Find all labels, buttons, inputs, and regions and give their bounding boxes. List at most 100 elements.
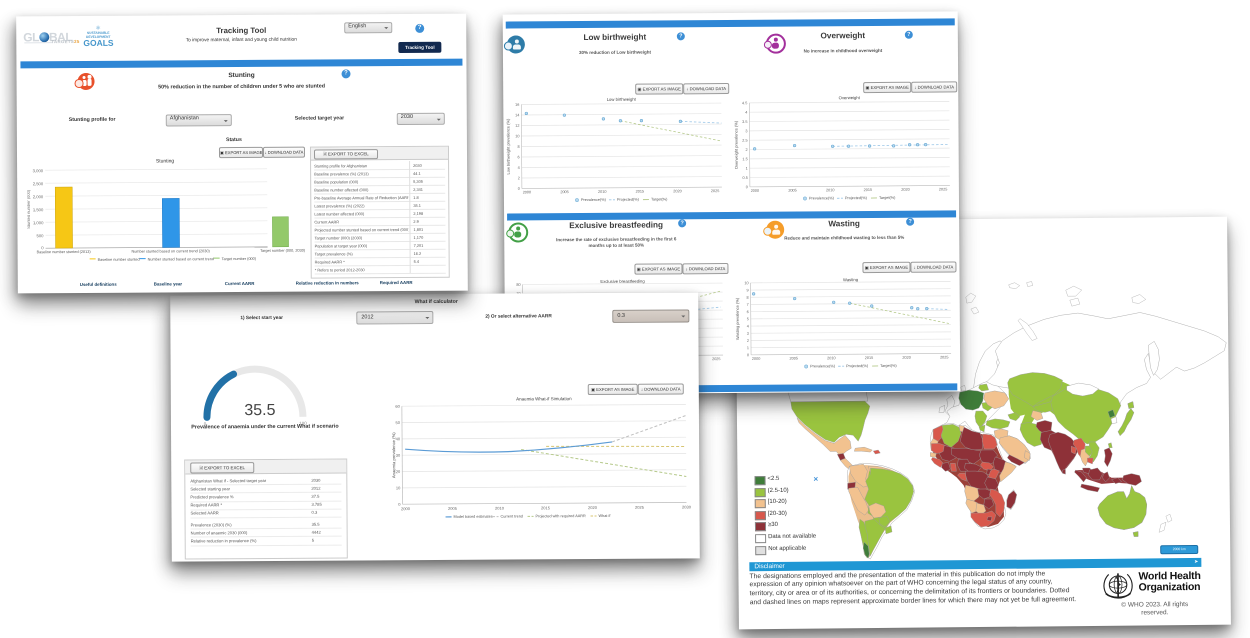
svg-text:0.5: 0.5 [743, 176, 748, 180]
svg-text:2010: 2010 [495, 506, 505, 511]
svg-text:Current trend: Current trend [501, 514, 523, 518]
svg-text:2: 2 [518, 176, 520, 180]
svg-text:3: 3 [745, 129, 747, 133]
svg-text:4: 4 [518, 166, 520, 170]
svg-text:1: 1 [747, 346, 749, 350]
svg-text:0: 0 [747, 353, 749, 357]
svg-text:2000: 2000 [401, 506, 411, 511]
svg-text:8: 8 [747, 296, 749, 300]
svg-text:2030: 2030 [682, 504, 692, 509]
svg-text:2: 2 [745, 148, 747, 152]
svg-text:40: 40 [396, 436, 401, 441]
svg-text:12: 12 [515, 124, 519, 128]
svg-text:10: 10 [744, 281, 748, 285]
svg-text:2020: 2020 [901, 188, 909, 192]
svg-text:2020: 2020 [902, 356, 910, 360]
svg-text:4: 4 [747, 324, 749, 328]
svg-text:Baseline number stunted (2013): Baseline number stunted (2013) [37, 250, 92, 254]
svg-text:What if: What if [599, 514, 612, 518]
svg-text:Anaemia What-if Simulation: Anaemia What-if Simulation [516, 396, 572, 401]
svg-text:60: 60 [395, 404, 400, 409]
svg-text:7: 7 [747, 303, 749, 307]
svg-text:30: 30 [396, 453, 401, 458]
svg-text:Model based estimates: Model based estimates [454, 515, 493, 519]
svg-text:2025: 2025 [711, 189, 719, 193]
svg-text:9: 9 [746, 288, 748, 292]
svg-text:2015: 2015 [865, 356, 873, 360]
svg-text:35.5: 35.5 [244, 402, 275, 419]
svg-text:Wasting prevalence (%): Wasting prevalence (%) [735, 297, 740, 340]
svg-text:3.5: 3.5 [742, 120, 747, 124]
svg-text:Number stunted based on curren: Number stunted based on current trend [148, 257, 214, 261]
svg-text:2,000: 2,000 [33, 194, 44, 199]
svg-text:2025: 2025 [712, 357, 720, 361]
svg-text:2005: 2005 [789, 357, 797, 361]
svg-text:2,500: 2,500 [33, 181, 44, 186]
svg-text:Exclusive breastfeeding: Exclusive breastfeeding [600, 279, 645, 284]
svg-text:5: 5 [747, 317, 749, 321]
svg-text:Stunted number (000): Stunted number (000) [27, 189, 31, 229]
svg-text:500: 500 [36, 233, 44, 238]
svg-text:Overweight: Overweight [839, 95, 861, 100]
svg-text:2.5: 2.5 [742, 139, 747, 143]
svg-text:Projected(%): Projected(%) [846, 364, 869, 368]
svg-text:20: 20 [396, 469, 401, 474]
svg-text:2005: 2005 [788, 189, 796, 193]
svg-text:4.5: 4.5 [742, 101, 747, 105]
svg-text:0: 0 [746, 185, 748, 189]
svg-text:Baseline number stunted: Baseline number stunted [98, 258, 140, 262]
svg-text:3,000: 3,000 [33, 168, 44, 173]
svg-text:6: 6 [518, 155, 520, 159]
svg-text:2: 2 [747, 339, 749, 343]
svg-text:Target number (000, 2030): Target number (000, 2030) [260, 249, 306, 253]
svg-text:0: 0 [518, 187, 520, 191]
svg-text:2005: 2005 [560, 190, 568, 194]
svg-text:Projected(%): Projected(%) [845, 196, 868, 200]
svg-text:1: 1 [746, 167, 748, 171]
svg-text:4: 4 [745, 111, 747, 115]
svg-text:Stunting: Stunting [156, 158, 175, 164]
svg-text:Target(%): Target(%) [879, 196, 896, 200]
svg-text:Prevalence(%): Prevalence(%) [809, 196, 835, 200]
svg-text:1.5: 1.5 [742, 157, 747, 161]
svg-text:6: 6 [747, 310, 749, 314]
svg-text:Anaemia prevalence (%): Anaemia prevalence (%) [391, 432, 396, 478]
svg-text:3: 3 [747, 332, 749, 336]
svg-text:Target(%): Target(%) [880, 364, 897, 368]
svg-text:0: 0 [398, 502, 401, 507]
svg-text:0: 0 [41, 245, 44, 250]
svg-text:Target(%): Target(%) [651, 197, 668, 201]
svg-text:2025: 2025 [939, 187, 947, 191]
svg-text:10: 10 [396, 485, 401, 490]
svg-text:2010: 2010 [826, 188, 834, 192]
svg-text:2000: 2000 [752, 357, 760, 361]
svg-text:16: 16 [515, 103, 519, 107]
svg-text:2010: 2010 [598, 190, 606, 194]
svg-text:1,000: 1,000 [33, 220, 44, 225]
svg-text:Target number (000): Target number (000) [222, 257, 257, 261]
svg-text:2000: 2000 [523, 190, 531, 194]
svg-text:Wasting: Wasting [843, 277, 859, 282]
svg-text:2005: 2005 [448, 506, 458, 511]
svg-text:2000: 2000 [751, 189, 759, 193]
svg-text:2015: 2015 [541, 505, 551, 510]
svg-text:Low birthweight prevalence (%): Low birthweight prevalence (%) [505, 118, 510, 175]
svg-text:1,500: 1,500 [33, 207, 44, 212]
svg-text:Prevalence(%): Prevalence(%) [810, 364, 836, 368]
svg-text:Overweight prevalence (%): Overweight prevalence (%) [733, 120, 738, 169]
svg-text:Projected(%): Projected(%) [617, 198, 640, 202]
svg-text:2020: 2020 [588, 505, 598, 510]
svg-text:10: 10 [515, 134, 519, 138]
svg-text:0: 0 [204, 421, 207, 426]
svg-text:2015: 2015 [636, 190, 644, 194]
svg-text:2015: 2015 [864, 188, 872, 192]
svg-text:8: 8 [517, 145, 519, 149]
svg-text:80: 80 [516, 283, 520, 287]
svg-text:Projected with required AARR: Projected with required AARR [536, 514, 587, 518]
svg-text:100: 100 [299, 421, 307, 426]
svg-text:2025: 2025 [940, 355, 948, 359]
svg-text:14: 14 [515, 113, 519, 117]
svg-text:50: 50 [396, 420, 401, 425]
svg-text:Number stunted based on curren: Number stunted based on current trend (2… [131, 249, 210, 253]
svg-text:Low birthweight: Low birthweight [607, 97, 637, 102]
